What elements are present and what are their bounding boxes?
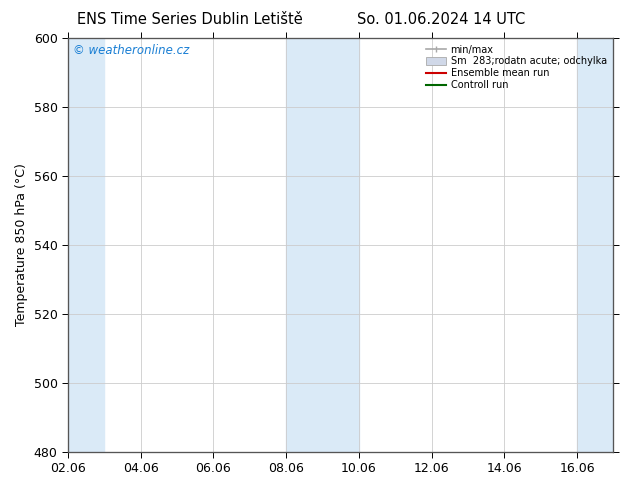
Bar	[577, 38, 614, 452]
Text: ENS Time Series Dublin Letiště: ENS Time Series Dublin Letiště	[77, 12, 303, 27]
Text: So. 01.06.2024 14 UTC: So. 01.06.2024 14 UTC	[356, 12, 525, 27]
Text: © weatheronline.cz: © weatheronline.cz	[74, 44, 190, 57]
Y-axis label: Temperature 850 hPa (°C): Temperature 850 hPa (°C)	[15, 163, 28, 326]
Bar	[68, 38, 105, 452]
Legend: min/max, Sm  283;rodatn acute; odchylka, Ensemble mean run, Controll run: min/max, Sm 283;rodatn acute; odchylka, …	[424, 43, 609, 92]
Bar	[286, 38, 359, 452]
